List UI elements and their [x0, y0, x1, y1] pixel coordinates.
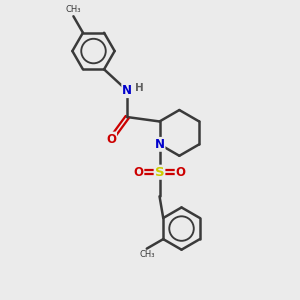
Text: O: O [176, 166, 186, 179]
Text: CH₃: CH₃ [66, 5, 81, 14]
Text: S: S [155, 166, 164, 179]
Text: O: O [134, 166, 143, 179]
Text: H: H [136, 83, 144, 93]
Text: CH₃: CH₃ [139, 250, 154, 259]
Text: N: N [122, 84, 132, 97]
Text: N: N [154, 138, 164, 151]
Text: O: O [106, 133, 116, 146]
